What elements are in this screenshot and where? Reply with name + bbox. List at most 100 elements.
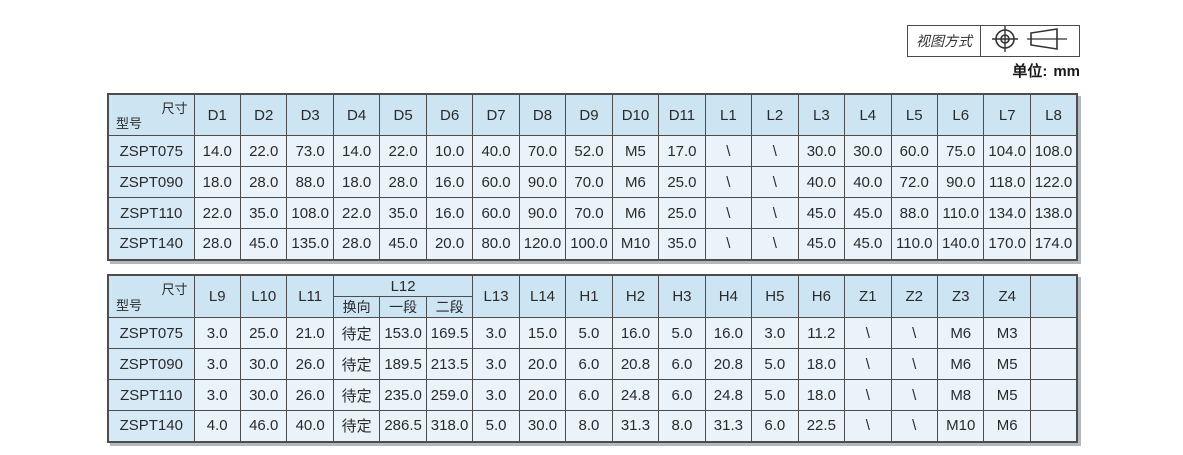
- model-cell: ZSPT110: [107, 197, 195, 229]
- value-cell: 318.0: [425, 410, 474, 442]
- value-cell: 3.0: [193, 379, 241, 411]
- value-cell: 10.0: [425, 135, 474, 167]
- value-cell: 25.0: [658, 197, 706, 229]
- value-cell: \: [844, 379, 892, 411]
- value-cell: 213.5: [425, 348, 474, 380]
- value-cell: M6: [611, 197, 660, 229]
- value-cell: 17.0: [658, 135, 706, 167]
- column-header: L5: [890, 93, 939, 136]
- value-cell: 30.0: [239, 348, 288, 380]
- column-header-group-l12: L12: [332, 274, 474, 297]
- value-cell: \: [751, 228, 799, 260]
- value-cell: 6.0: [565, 379, 613, 411]
- value-cell: 25.0: [239, 317, 288, 349]
- value-cell: 45.0: [797, 197, 846, 229]
- value-cell: 3.0: [751, 317, 799, 349]
- value-cell: 25.0: [658, 166, 706, 198]
- value-cell: 20.0: [518, 379, 567, 411]
- value-cell: 88.0: [890, 197, 939, 229]
- value-cell: M6: [936, 317, 985, 349]
- corner-header-cell: 尺寸 型号: [107, 93, 195, 136]
- column-header: L3: [797, 93, 846, 136]
- value-cell: 80.0: [472, 228, 520, 260]
- column-header: Z3: [936, 274, 985, 318]
- value-cell: 30.0: [844, 135, 892, 167]
- value-cell: 108.0: [286, 197, 334, 229]
- value-cell: 110.0: [890, 228, 939, 260]
- value-cell: 26.0: [286, 379, 334, 411]
- value-cell: 5.0: [751, 379, 799, 411]
- view-mode-box: 视图方式: [907, 25, 1080, 57]
- value-cell: 122.0: [1029, 166, 1078, 198]
- value-cell: M5: [611, 135, 660, 167]
- dimension-table-2: 尺寸 型号 L9 L10 L11 L12 L13 L14 H1 H2 H3 H4 H5 H6 Z1 Z2 Z…: [107, 274, 1078, 443]
- value-cell: 20.0: [518, 348, 567, 380]
- value-cell: 20.8: [704, 348, 753, 380]
- value-cell: 16.0: [425, 197, 474, 229]
- value-cell: M6: [983, 410, 1031, 442]
- column-header: L11: [286, 274, 334, 318]
- unit-value: mm: [1053, 63, 1080, 80]
- value-cell: 22.0: [379, 135, 427, 167]
- value-cell: \: [704, 135, 753, 167]
- column-header: L10: [239, 274, 288, 318]
- column-header: H6: [797, 274, 846, 318]
- view-mode-icons: [981, 25, 1079, 58]
- value-cell: 60.0: [472, 197, 520, 229]
- value-cell: 30.0: [518, 410, 567, 442]
- value-cell: 35.0: [239, 197, 288, 229]
- value-cell: 104.0: [983, 135, 1031, 167]
- value-cell: \: [844, 410, 892, 442]
- table-row: ZSPT090 18.0 28.0 88.0 18.0 28.0 16.0 60.0 90.0 7…: [107, 166, 1078, 198]
- value-cell: 5.0: [472, 410, 520, 442]
- corner-header-cell: 尺寸 型号: [107, 274, 195, 318]
- value-cell: 待定: [332, 317, 381, 349]
- value-cell: 140.0: [936, 228, 985, 260]
- value-cell: 45.0: [379, 228, 427, 260]
- value-cell: 30.0: [797, 135, 846, 167]
- value-cell: 5.0: [565, 317, 613, 349]
- value-cell: 11.2: [797, 317, 846, 349]
- value-cell: 3.0: [193, 317, 241, 349]
- value-cell: 待定: [332, 379, 381, 411]
- value-cell: 28.0: [379, 166, 427, 198]
- value-cell: 72.0: [890, 166, 939, 198]
- model-cell: ZSPT140: [107, 410, 195, 442]
- table1-header-row: 尺寸 型号 D1 D2 D3 D4 D5 D6 D7 D8 D9 D10 D11 L1 L2 L3 L4 L5…: [107, 93, 1078, 136]
- column-header: L14: [518, 274, 567, 318]
- column-header: H5: [751, 274, 799, 318]
- column-header: H4: [704, 274, 753, 318]
- model-cell: ZSPT090: [107, 166, 195, 198]
- value-cell: 16.0: [611, 317, 660, 349]
- value-cell: 286.5: [379, 410, 427, 442]
- column-header: D3: [286, 93, 334, 136]
- value-cell: 14.0: [332, 135, 381, 167]
- value-cell: 26.0: [286, 348, 334, 380]
- column-header: D9: [565, 93, 613, 136]
- value-cell: 35.0: [379, 197, 427, 229]
- truncated-cone-projection-icon: [1027, 25, 1069, 58]
- column-header: H1: [565, 274, 613, 318]
- column-header: L8: [1029, 93, 1078, 136]
- value-cell: 90.0: [518, 166, 567, 198]
- value-cell: \: [890, 379, 939, 411]
- column-header: H3: [658, 274, 706, 318]
- dimension-table-1: 尺寸 型号 D1 D2 D3 D4 D5 D6 D7 D8 D9 D10 D11 L1 L2 L3 L4 L5…: [107, 93, 1078, 261]
- value-cell: 100.0: [565, 228, 613, 260]
- table-row: ZSPT110 22.0 35.0 108.0 22.0 35.0 16.0 60.0 90.0…: [107, 197, 1078, 229]
- value-cell: 153.0: [379, 317, 427, 349]
- column-header: L7: [983, 93, 1031, 136]
- value-cell: \: [704, 228, 753, 260]
- value-cell: 45.0: [239, 228, 288, 260]
- value-cell: M8: [936, 379, 985, 411]
- value-cell: \: [751, 135, 799, 167]
- value-cell: 18.0: [193, 166, 241, 198]
- table2-header-row-2: 换向 一段 二段: [108, 296, 1077, 318]
- column-header: D7: [472, 93, 520, 136]
- column-subheader: 一段: [379, 296, 427, 318]
- value-cell: 70.0: [518, 135, 567, 167]
- value-cell: 28.0: [193, 228, 241, 260]
- value-cell: 24.8: [611, 379, 660, 411]
- value-cell: 20.0: [425, 228, 474, 260]
